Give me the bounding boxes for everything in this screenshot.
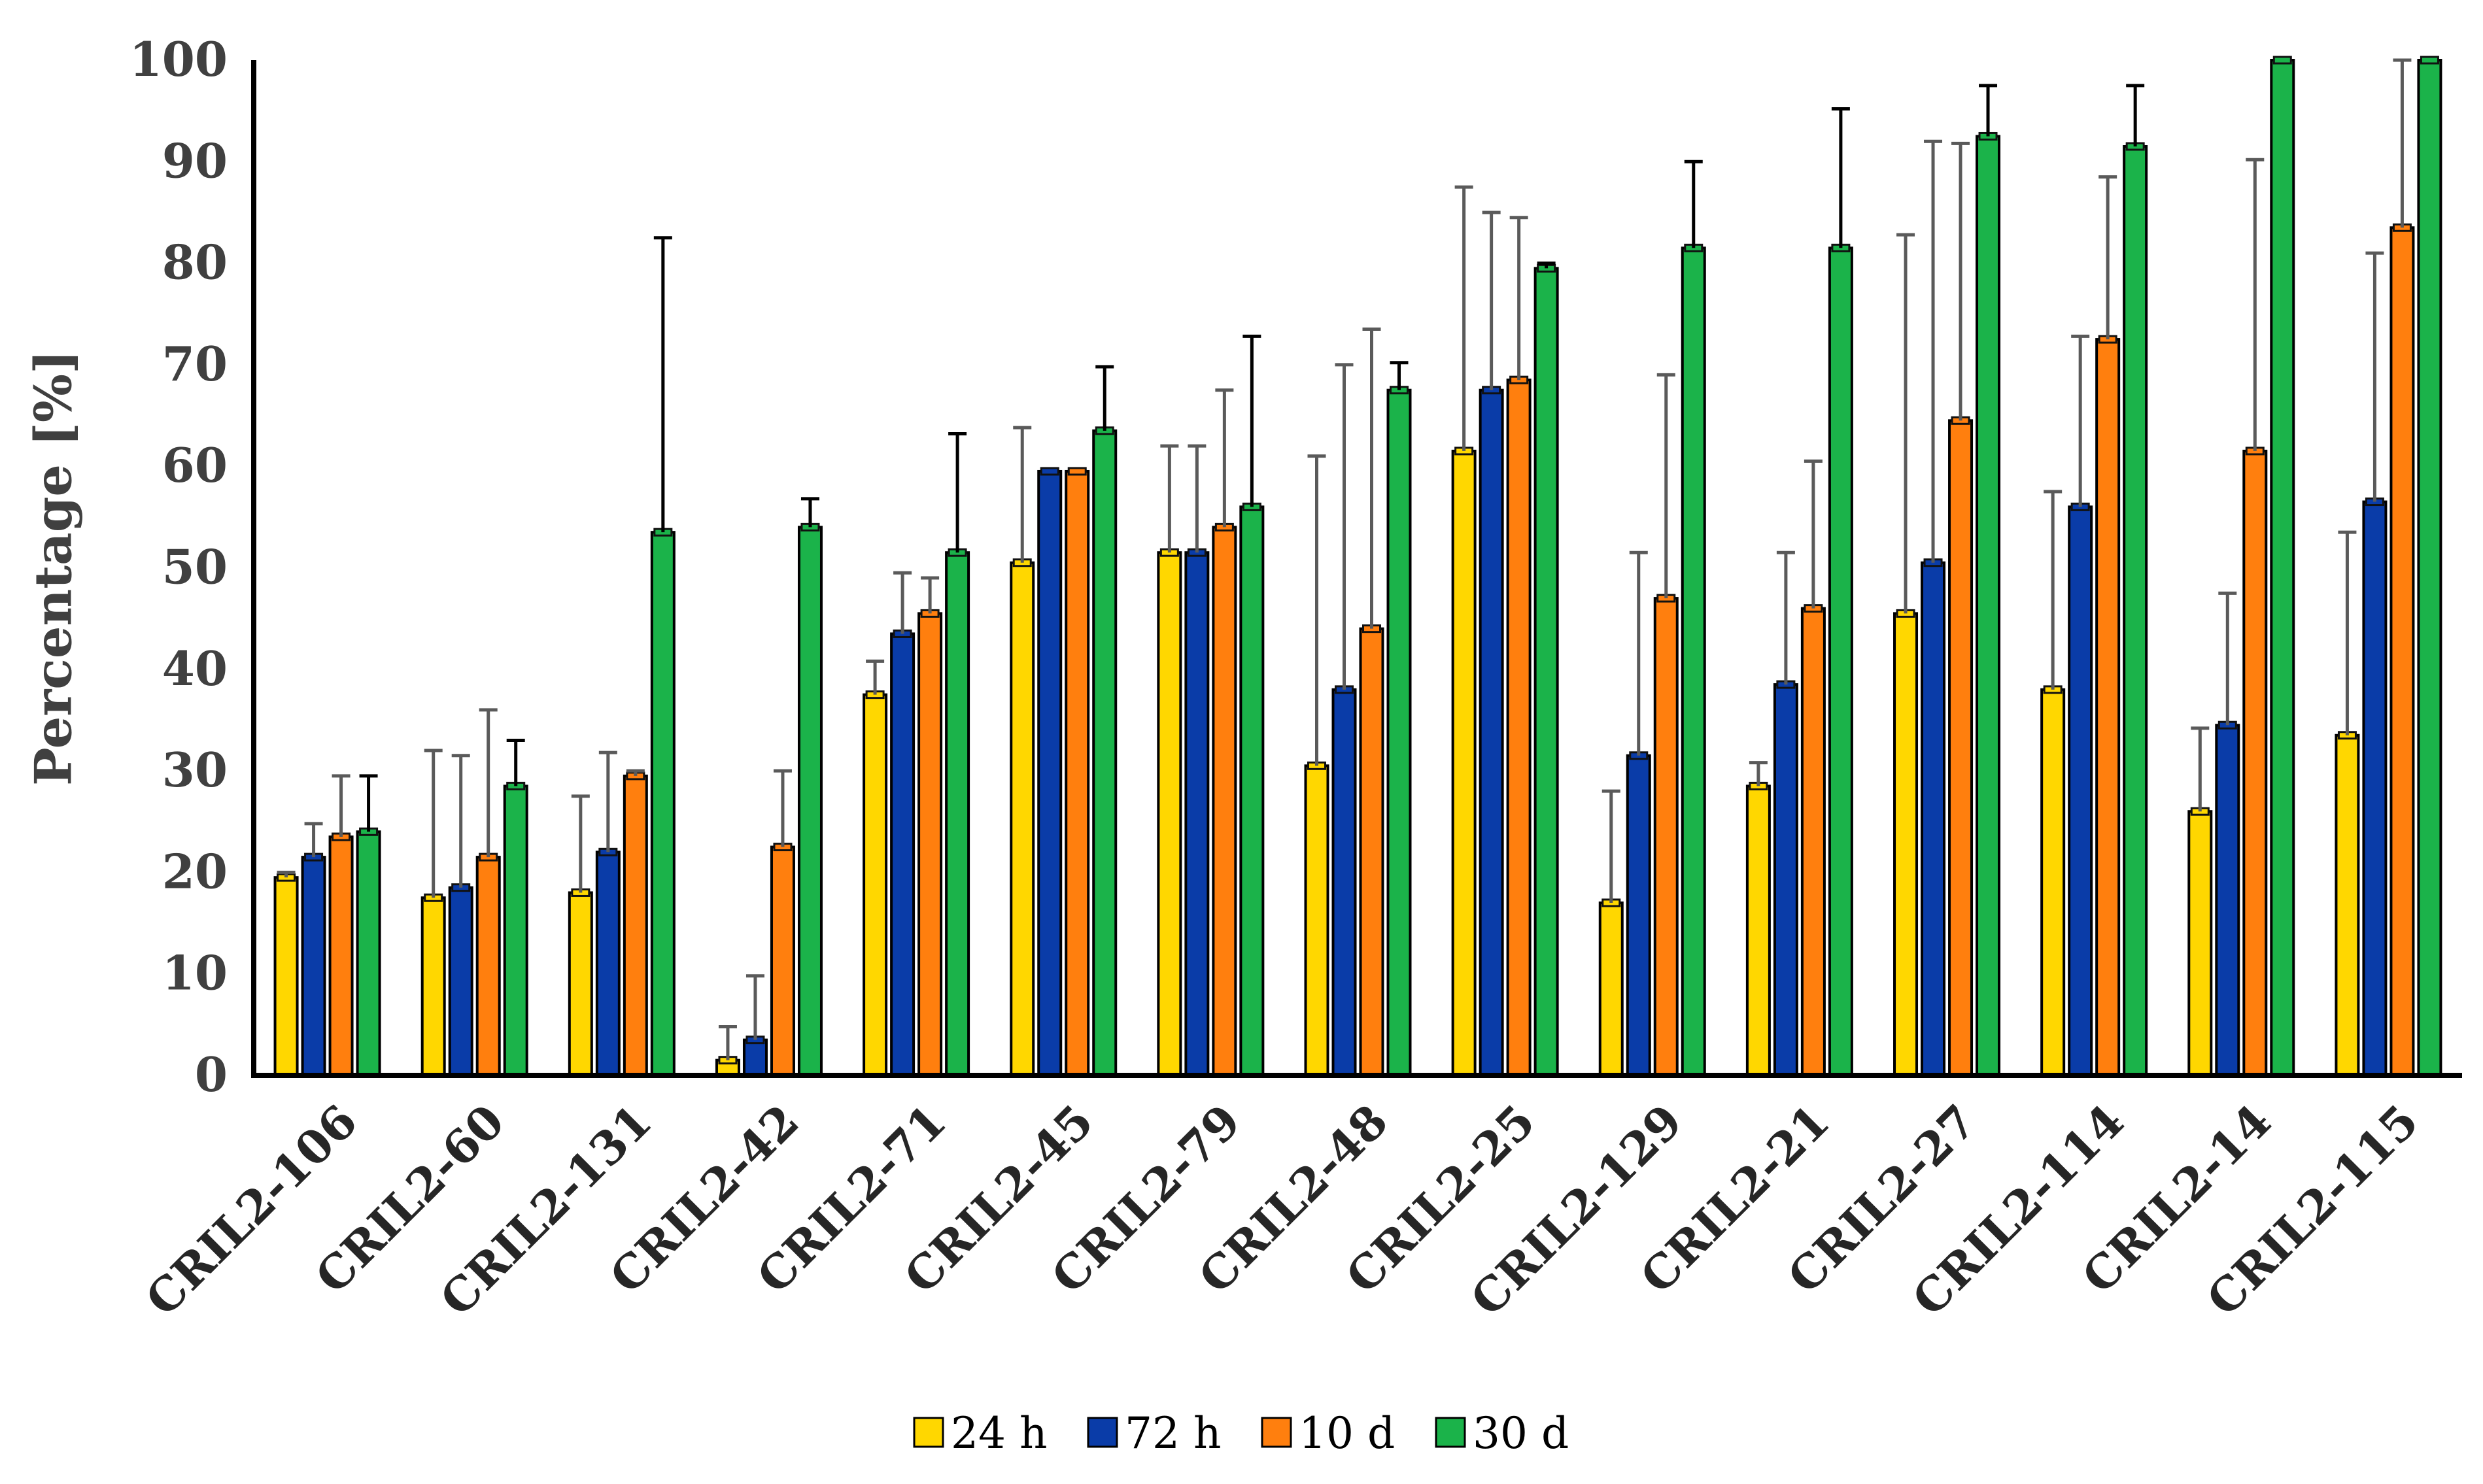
bar — [2095, 338, 2121, 1077]
bar — [2362, 500, 2388, 1077]
y-tick-label: 20 — [162, 843, 228, 899]
bar-cap — [1040, 467, 1059, 476]
bar — [1359, 627, 1384, 1077]
bar — [1681, 246, 1706, 1077]
bar — [863, 693, 888, 1077]
bar — [1598, 901, 1624, 1077]
bar — [623, 774, 648, 1077]
bar — [1533, 267, 1559, 1077]
y-axis-title: Percentage [%] — [24, 350, 84, 786]
legend: 24 h 72 h 10 d 30 d — [913, 1408, 1569, 1459]
legend-swatch — [1435, 1417, 1466, 1448]
bar — [1157, 551, 1182, 1077]
bar — [1948, 419, 1974, 1077]
bar — [1626, 754, 1651, 1077]
bar — [742, 1038, 768, 1077]
bar — [301, 856, 326, 1077]
bar — [770, 845, 795, 1077]
bar — [2417, 59, 2442, 1077]
bar — [1386, 388, 1412, 1077]
bar — [1092, 429, 1118, 1077]
y-tick-label: 60 — [162, 437, 228, 493]
y-tick-label: 80 — [162, 235, 228, 290]
y-tick-label: 10 — [162, 945, 228, 1001]
plot-area — [273, 56, 2442, 1077]
bar — [475, 856, 501, 1077]
bar — [2068, 505, 2093, 1077]
bar — [2040, 688, 2066, 1077]
legend-swatch — [913, 1417, 944, 1448]
legend-label: 10 d — [1299, 1408, 1395, 1459]
bar — [1653, 597, 1679, 1077]
bar — [1184, 551, 1210, 1077]
bar — [1239, 505, 1265, 1077]
bar — [1212, 526, 1237, 1077]
y-tick-label: 90 — [162, 133, 228, 188]
y-tick-label: 40 — [162, 641, 228, 696]
bar — [1828, 246, 1853, 1077]
bar — [2215, 724, 2240, 1077]
bar — [917, 612, 943, 1077]
bar-cap — [1067, 467, 1087, 476]
bar — [2187, 810, 2213, 1077]
x-axis-ticks: CRIL2-106CRIL2-60CRIL2-131CRIL2-42CRIL2-… — [135, 1094, 2429, 1326]
bar — [1893, 612, 1919, 1077]
y-tick-label: 0 — [195, 1047, 228, 1102]
bar — [1304, 764, 1329, 1077]
bar — [356, 830, 381, 1077]
legend-swatch — [1087, 1417, 1118, 1448]
bar — [1976, 135, 2001, 1077]
bar — [2123, 145, 2148, 1077]
bar — [1773, 683, 1798, 1077]
bar — [2270, 59, 2295, 1077]
bar — [945, 551, 970, 1077]
bar — [273, 876, 299, 1077]
bar-cap — [2272, 56, 2292, 65]
bar — [2389, 226, 2415, 1077]
bar — [503, 784, 528, 1077]
bar — [1921, 561, 1946, 1077]
bar — [1065, 469, 1090, 1077]
bar — [2335, 734, 2360, 1077]
bar — [1745, 784, 1771, 1077]
legend-label: 72 h — [1125, 1408, 1221, 1459]
bar — [1010, 561, 1035, 1077]
bar — [568, 891, 593, 1077]
bar — [1451, 449, 1477, 1077]
bar — [2242, 449, 2268, 1077]
bar — [1037, 469, 1063, 1077]
bar — [1506, 379, 1532, 1077]
bar — [1331, 688, 1357, 1077]
bar — [890, 632, 916, 1077]
legend-swatch — [1261, 1417, 1292, 1448]
bar — [420, 896, 446, 1077]
legend-label: 24 h — [951, 1408, 1047, 1459]
bar-cap — [2420, 56, 2439, 65]
bar — [328, 835, 354, 1077]
y-tick-label: 70 — [162, 336, 228, 392]
bar — [797, 526, 823, 1077]
y-tick-label: 100 — [129, 31, 228, 87]
bar — [1479, 388, 1504, 1077]
y-tick-label: 50 — [162, 539, 228, 595]
bar — [448, 886, 473, 1077]
legend-label: 30 d — [1473, 1408, 1569, 1459]
bar — [650, 531, 676, 1077]
y-tick-label: 30 — [162, 742, 228, 798]
bar — [1800, 607, 1826, 1077]
bar — [595, 851, 621, 1077]
y-axis-ticks: 0 10 20 30 40 50 60 70 80 90 100 — [129, 31, 228, 1102]
